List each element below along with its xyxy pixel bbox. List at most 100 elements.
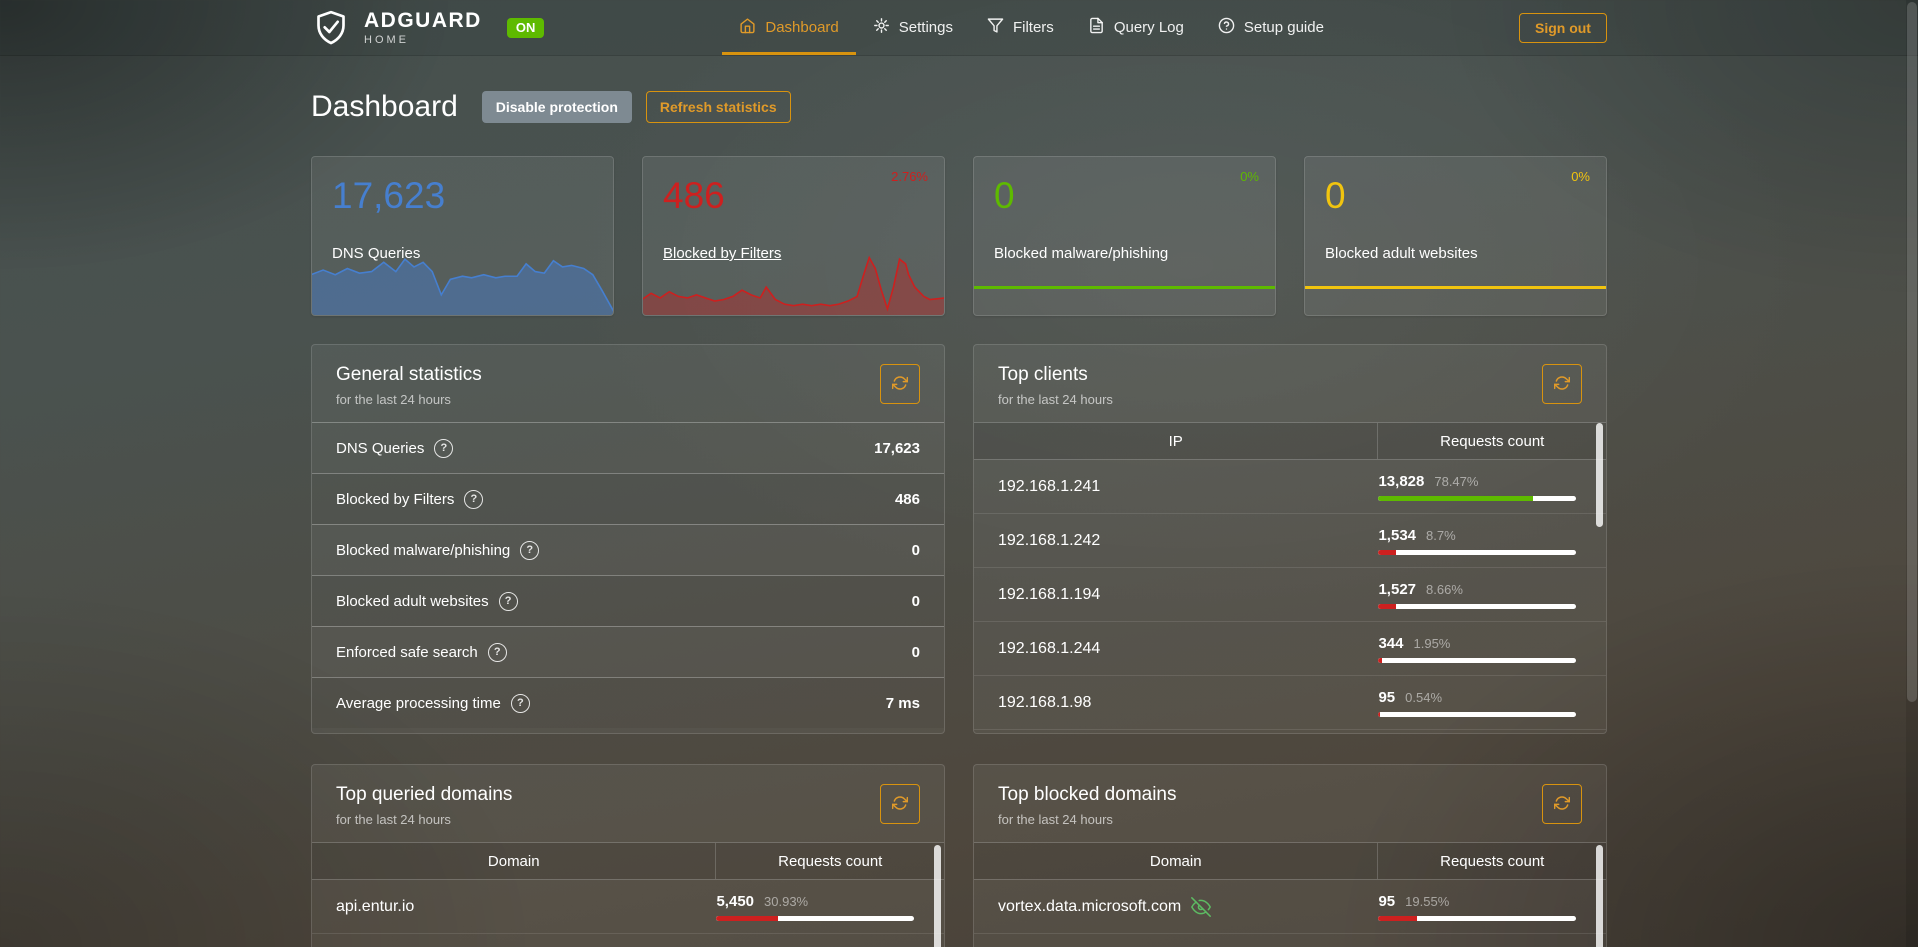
stat-label: Blocked malware/phishing (336, 541, 511, 559)
column-header-domain: Domain (312, 843, 717, 879)
card-percent: 0% (1571, 169, 1590, 184)
column-header-requests: Requests count (1440, 432, 1545, 450)
nav-setup-guide[interactable]: Setup guide (1201, 0, 1341, 55)
client-ip[interactable]: 192.168.1.242 (998, 531, 1101, 549)
panel-scrollbar-thumb[interactable] (934, 845, 941, 947)
stat-label: Enforced safe search (336, 643, 478, 661)
top-clients-panel: Top clients for the last 24 hours IP Req… (973, 344, 1607, 734)
help-icon[interactable] (487, 642, 507, 662)
client-ip[interactable]: 192.168.1.194 (998, 585, 1101, 603)
request-percent: 30.93% (764, 893, 809, 909)
request-percent: 19.55% (1405, 893, 1450, 909)
dashboard-page: Dashboard Disable protection Refresh sta… (311, 90, 1607, 947)
refresh-button[interactable] (880, 364, 920, 404)
stat-row-blocked-filters: Blocked by Filters 486 (312, 473, 944, 524)
stat-cards-row: 17,623 DNS Queries 2.76% 486 Blocked by … (311, 156, 1607, 316)
refresh-button[interactable] (1542, 364, 1582, 404)
nav-label: Query Log (1113, 19, 1184, 36)
request-percent: 8.7% (1426, 527, 1456, 543)
nav-label: Dashboard (765, 19, 839, 36)
blocked-adult-flatline (1305, 286, 1606, 289)
refresh-button[interactable] (880, 784, 920, 824)
nav-label: Filters (1012, 19, 1054, 36)
table-row: vortex.data.microsoft.com 95 19.55% (974, 880, 1606, 934)
home-icon (739, 17, 756, 38)
client-ip[interactable]: 192.168.1.98 (998, 693, 1092, 711)
adguard-logo[interactable]: ADGUARD HOME ON (311, 8, 545, 48)
column-header-requests: Requests count (1440, 852, 1545, 870)
card-value: 0 (1325, 175, 1346, 216)
request-count: 95 (1378, 892, 1396, 910)
panel-scrollbar-thumb[interactable] (1596, 423, 1603, 527)
stat-value: 486 (894, 490, 920, 508)
nav-dashboard[interactable]: Dashboard (722, 0, 855, 55)
stat-row-blocked-malware: Blocked malware/phishing 0 (312, 524, 944, 575)
nav-label: Setup guide (1243, 19, 1324, 36)
table-row: 192.168.1.241 13,828 78.47% (974, 460, 1606, 514)
table-header: Domain Requests count (312, 842, 944, 880)
request-bar (1378, 657, 1576, 663)
window-scrollbar-thumb[interactable] (1907, 2, 1917, 702)
request-percent: 8.66% (1426, 581, 1463, 597)
card-percent: 2.76% (891, 169, 928, 184)
help-icon[interactable] (520, 540, 540, 560)
nav-filters[interactable]: Filters (970, 0, 1071, 55)
help-icon[interactable] (510, 693, 530, 713)
request-count: 13,828 (1378, 472, 1425, 490)
main-nav: Dashboard Settings (722, 0, 1341, 55)
document-icon (1088, 17, 1105, 38)
protection-status-badge: ON (506, 17, 545, 38)
top-navigation-bar: ADGUARD HOME ON Dashboard (0, 0, 1918, 56)
table-row: api.entur.io 5,450 30.93% (312, 880, 944, 934)
refresh-statistics-button[interactable]: Refresh statistics (645, 91, 791, 123)
blocked-malware-flatline (974, 286, 1275, 289)
table-header: IP Requests count (974, 422, 1606, 460)
card-blocked-by-filters: 2.76% 486 Blocked by Filters (642, 156, 945, 316)
card-value: 486 (663, 175, 725, 216)
request-bar (1378, 711, 1576, 717)
refresh-icon (1553, 375, 1571, 394)
request-count: 1,534 (1378, 526, 1417, 544)
table-row: 192.168.1.242 1,534 8.7% (974, 514, 1606, 568)
client-ip[interactable]: 192.168.1.241 (998, 477, 1101, 495)
card-dns-queries: 17,623 DNS Queries (311, 156, 614, 316)
panel-scrollbar-thumb[interactable] (1596, 845, 1603, 947)
general-statistics-panel: General statistics for the last 24 hours… (311, 344, 945, 734)
card-percent: 0% (1240, 169, 1259, 184)
help-icon[interactable] (464, 489, 484, 509)
request-bar (1378, 915, 1576, 921)
request-bar (1378, 495, 1576, 501)
brand-title: ADGUARD (364, 8, 482, 32)
blocked-by-filters-link[interactable]: Blocked by Filters (663, 245, 782, 262)
request-count: 1,527 (1378, 580, 1417, 598)
card-blocked-adult: 0% 0 Blocked adult websites (1304, 156, 1607, 316)
top-queried-domains-panel: Top queried domains for the last 24 hour… (311, 764, 945, 947)
request-percent: 78.47% (1434, 473, 1479, 489)
nav-label: Settings (898, 19, 953, 36)
card-value: 17,623 (332, 175, 446, 216)
request-bar (716, 915, 914, 921)
shield-check-icon (311, 8, 351, 48)
help-icon[interactable] (498, 591, 518, 611)
top-blocked-domains-panel: Top blocked domains for the last 24 hour… (973, 764, 1607, 947)
sign-out-button[interactable]: Sign out (1518, 12, 1607, 43)
nav-settings[interactable]: Settings (856, 0, 970, 55)
gear-icon (873, 17, 890, 38)
top-blocked-domains-table: vortex.data.microsoft.com 95 19.55% (974, 880, 1606, 934)
dns-queries-sparkline (312, 253, 613, 315)
stat-row-processing-time: Average processing time 7 ms (312, 677, 944, 728)
card-value: 0 (994, 175, 1015, 216)
help-icon[interactable] (434, 438, 454, 458)
domain-name[interactable]: api.entur.io (336, 897, 415, 915)
domain-name[interactable]: vortex.data.microsoft.com (998, 897, 1182, 915)
window-scrollbar[interactable] (1906, 0, 1918, 947)
stat-value: 17,623 (874, 439, 920, 457)
refresh-button[interactable] (1542, 784, 1582, 824)
client-ip[interactable]: 192.168.1.244 (998, 639, 1101, 657)
request-count: 344 (1378, 634, 1404, 652)
request-count: 95 (1378, 688, 1396, 706)
nav-query-log[interactable]: Query Log (1071, 0, 1201, 55)
stat-value: 7 ms (885, 694, 920, 712)
refresh-icon (1553, 795, 1571, 814)
disable-protection-button[interactable]: Disable protection (481, 91, 632, 123)
